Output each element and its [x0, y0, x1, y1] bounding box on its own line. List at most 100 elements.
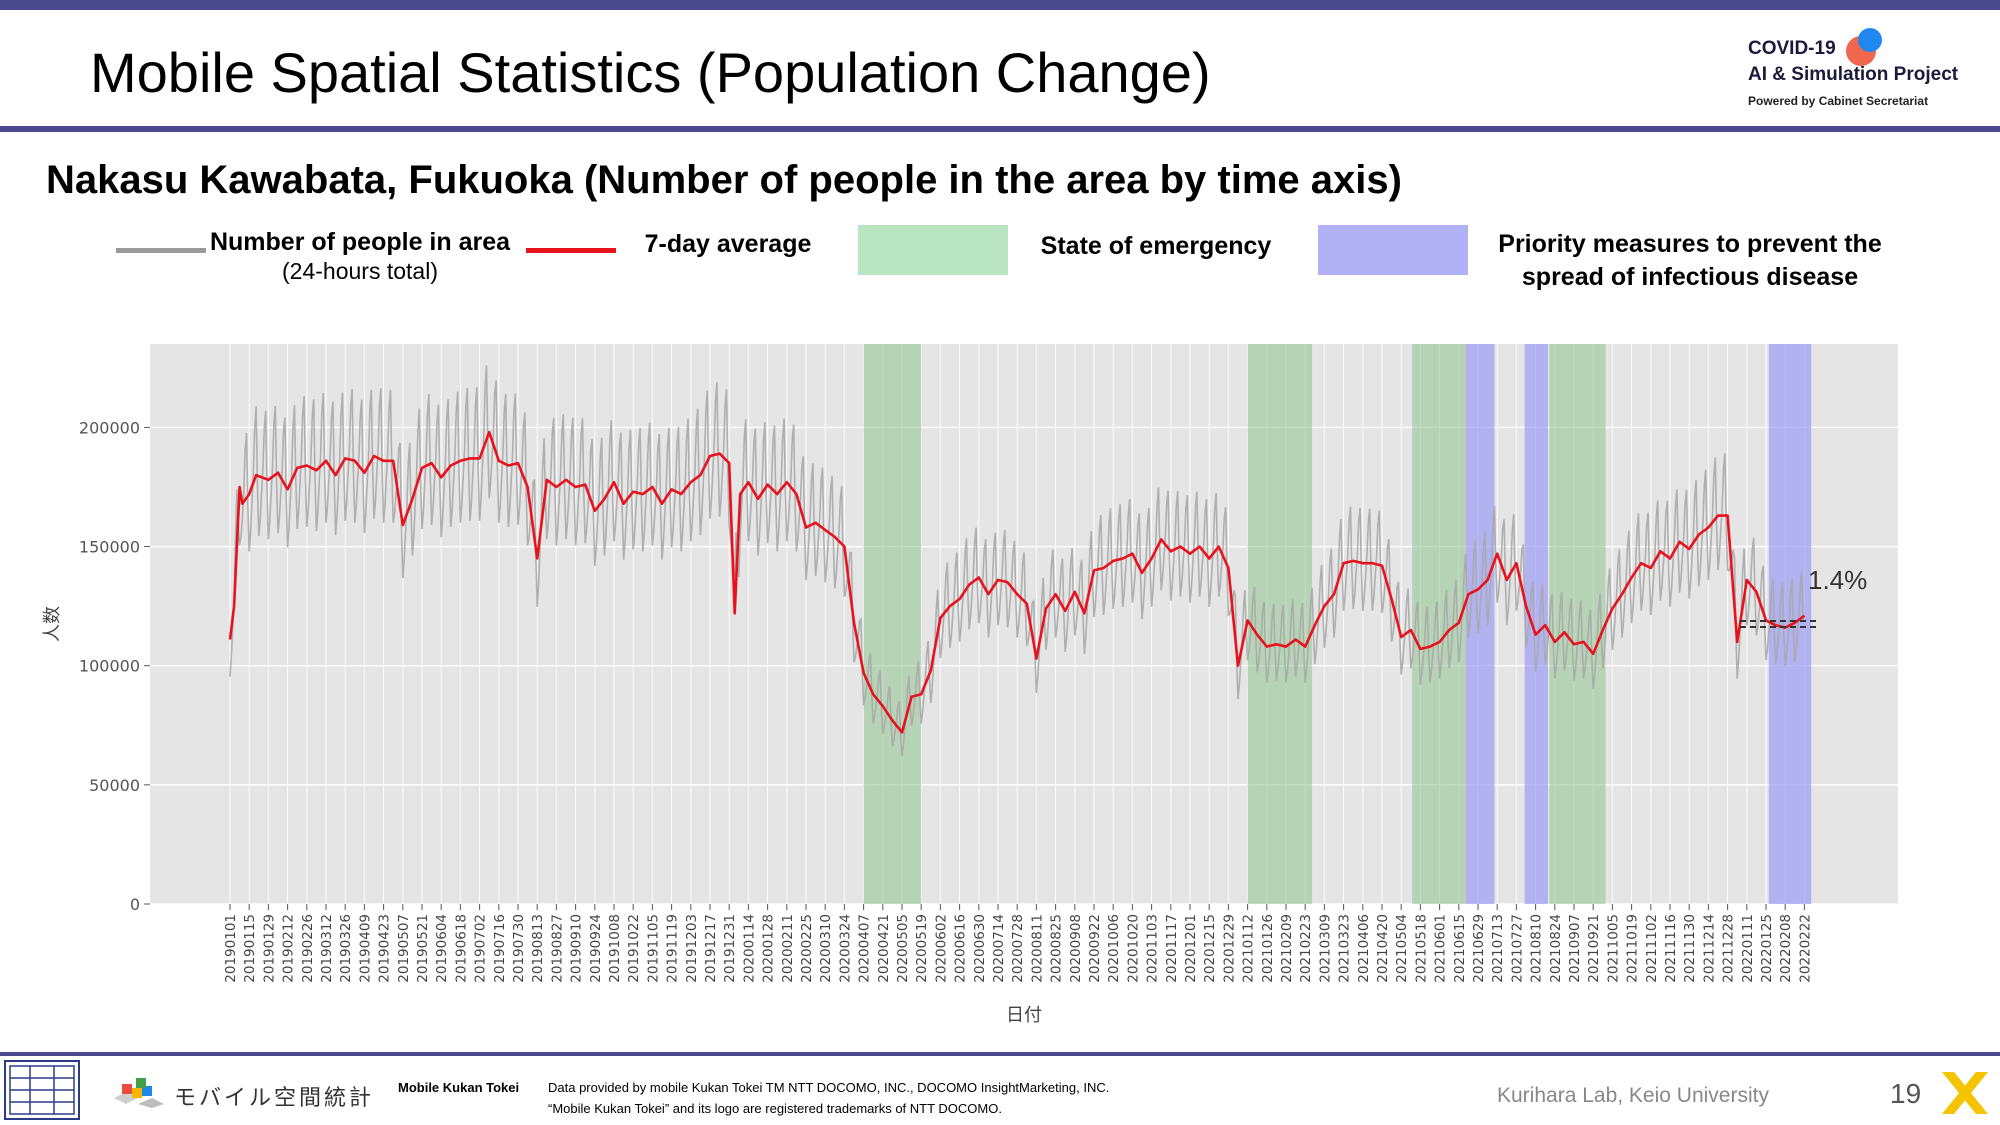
x-mark-icon — [1940, 1068, 1990, 1118]
x-tick-label: 20220222 — [1797, 914, 1813, 983]
x-tick-label: 20201117 — [1164, 914, 1180, 983]
x-tick-label: 20211005 — [1605, 914, 1621, 983]
emergency-period-band — [1549, 344, 1606, 904]
x-tick-label: 20191119 — [665, 914, 681, 983]
x-tick-label: 20201020 — [1125, 914, 1141, 983]
mobile-kukan-label: Mobile Kukan Tokei — [398, 1080, 520, 1095]
x-tick-label: 20210323 — [1337, 914, 1353, 983]
emergency-period-band — [863, 344, 922, 904]
project-logo: COVID-19 AI & Simulation Project Powered… — [1748, 26, 1988, 116]
x-tick-label: 20201215 — [1202, 914, 1218, 983]
y-axis-ticks: 0 50000 100000 150000 200000 — [79, 418, 150, 914]
x-tick-label: 20200310 — [818, 914, 834, 983]
x-tick-label: 20190604 — [434, 914, 450, 983]
x-tick-label: 20191217 — [703, 914, 719, 983]
x-tick-label: 20190702 — [473, 914, 489, 983]
lab-credit: Kurihara Lab, Keio University — [1497, 1084, 1769, 1107]
logo-blue-dot-icon — [1858, 28, 1882, 52]
x-tick-label: 20210406 — [1356, 914, 1372, 983]
x-tick-label: 20211102 — [1644, 914, 1660, 983]
mobile-kukan-logo-text: モバイル空間統計 — [174, 1085, 375, 1110]
x-tick-label: 20220125 — [1759, 914, 1775, 983]
x-tick-label: 20200421 — [876, 914, 892, 983]
x-tick-label: 20200825 — [1049, 914, 1065, 983]
x-tick-label: 20210727 — [1509, 914, 1525, 983]
legend-emergency-label: State of emergency — [1040, 232, 1272, 260]
x-tick-label: 20210907 — [1567, 914, 1583, 983]
x-tick-label: 20190730 — [511, 914, 527, 983]
legend-average-swatch — [526, 248, 616, 253]
x-tick-label: 20191022 — [626, 914, 642, 983]
y-axis-label: 人数 — [42, 606, 63, 642]
legend-priority-label-1: Priority measures to prevent the — [1498, 230, 1882, 258]
x-tick-label: 20190101 — [223, 914, 239, 983]
legend-priority-swatch — [1318, 225, 1468, 275]
x-tick-label: 20220208 — [1778, 914, 1794, 983]
x-tick-label: 20210615 — [1452, 914, 1468, 983]
x-tick-label: 20211228 — [1721, 914, 1737, 983]
x-tick-label: 20201006 — [1106, 914, 1122, 983]
x-tick-label: 20200211 — [780, 914, 796, 983]
x-tick-label: 20210504 — [1394, 914, 1410, 983]
y-tick-label: 100000 — [79, 657, 140, 676]
mobile-kukan-cubes-icon — [112, 1078, 166, 1108]
x-tick-label: 20190924 — [588, 914, 604, 983]
chart-subtitle: Nakasu Kawabata, Fukuoka (Number of peop… — [46, 158, 1402, 202]
x-tick-label: 20191008 — [607, 914, 623, 983]
x-tick-label: 20190409 — [357, 914, 373, 983]
keio-lab-logo — [4, 1060, 80, 1120]
x-tick-label: 20210112 — [1241, 914, 1257, 983]
x-tick-label: 20210824 — [1548, 914, 1564, 983]
x-tick-label: 20200505 — [895, 914, 911, 983]
x-tick-label: 20190521 — [415, 914, 431, 983]
y-tick-label: 200000 — [79, 418, 140, 437]
x-tick-label: 20200114 — [741, 914, 757, 983]
x-tick-label: 20200225 — [799, 914, 815, 983]
x-tick-label: 20200728 — [1010, 914, 1026, 983]
x-tick-label: 20191105 — [645, 914, 661, 983]
x-tick-label: 20190312 — [319, 914, 335, 983]
title-divider — [0, 126, 2000, 132]
x-tick-label: 20200602 — [933, 914, 949, 983]
x-tick-label: 20210921 — [1586, 914, 1602, 983]
x-tick-label: 20200519 — [914, 914, 930, 983]
x-tick-label: 20201201 — [1183, 914, 1199, 983]
x-tick-label: 20191231 — [722, 914, 738, 983]
x-tick-label: 20210713 — [1490, 914, 1506, 983]
x-tick-label: 20210420 — [1375, 914, 1391, 983]
y-tick-label: 150000 — [79, 538, 140, 557]
x-tick-label: 20201103 — [1145, 914, 1161, 983]
y-tick-label: 50000 — [89, 776, 140, 795]
legend-average-label: 7-day average — [644, 230, 812, 258]
x-tick-label: 20190716 — [492, 914, 508, 983]
x-tick-label: 20210601 — [1433, 914, 1449, 983]
change-annotation: 1.4% — [1808, 565, 1867, 595]
data-credit-line-1: Data provided by mobile Kukan Tokei TM N… — [548, 1080, 1110, 1095]
x-tick-label: 20210309 — [1317, 914, 1333, 983]
x-axis-ticks: 20190101 20190115 20190129 20190212 20190226… — [223, 904, 1813, 983]
x-tick-label: 20200128 — [761, 914, 777, 983]
x-tick-label: 20190910 — [569, 914, 585, 983]
legend-daily-sublabel: (24-hours total) — [282, 258, 438, 284]
x-tick-label: 20190326 — [338, 914, 354, 983]
y-tick-label: 0 — [130, 895, 140, 914]
x-tick-label: 20190129 — [261, 914, 277, 983]
x-tick-label: 20190212 — [281, 914, 297, 983]
average-series — [228, 430, 1806, 734]
population-chart: 0 50000 100000 150000 200000 20190101 2019011… — [42, 344, 1898, 1026]
x-tick-label: 20190618 — [453, 914, 469, 983]
footer-divider — [0, 1052, 2000, 1056]
x-tick-label: 20210518 — [1413, 914, 1429, 983]
legend-emergency-swatch — [858, 225, 1008, 275]
x-tick-label: 20211214 — [1701, 914, 1717, 983]
x-tick-label: 20210126 — [1260, 914, 1276, 983]
priority-measures-band — [1524, 344, 1548, 904]
x-tick-label: 20200324 — [837, 914, 853, 983]
x-tick-label: 20200630 — [972, 914, 988, 983]
legend-daily-swatch — [116, 248, 206, 253]
logo-line-2: AI & Simulation Project — [1748, 64, 1959, 85]
legend-daily-label: Number of people in area — [209, 228, 511, 256]
x-tick-label: 20190507 — [396, 914, 412, 983]
x-tick-label: 20190813 — [530, 914, 546, 983]
data-credit-line-2: “Mobile Kukan Tokei” and its logo are re… — [548, 1101, 1002, 1116]
